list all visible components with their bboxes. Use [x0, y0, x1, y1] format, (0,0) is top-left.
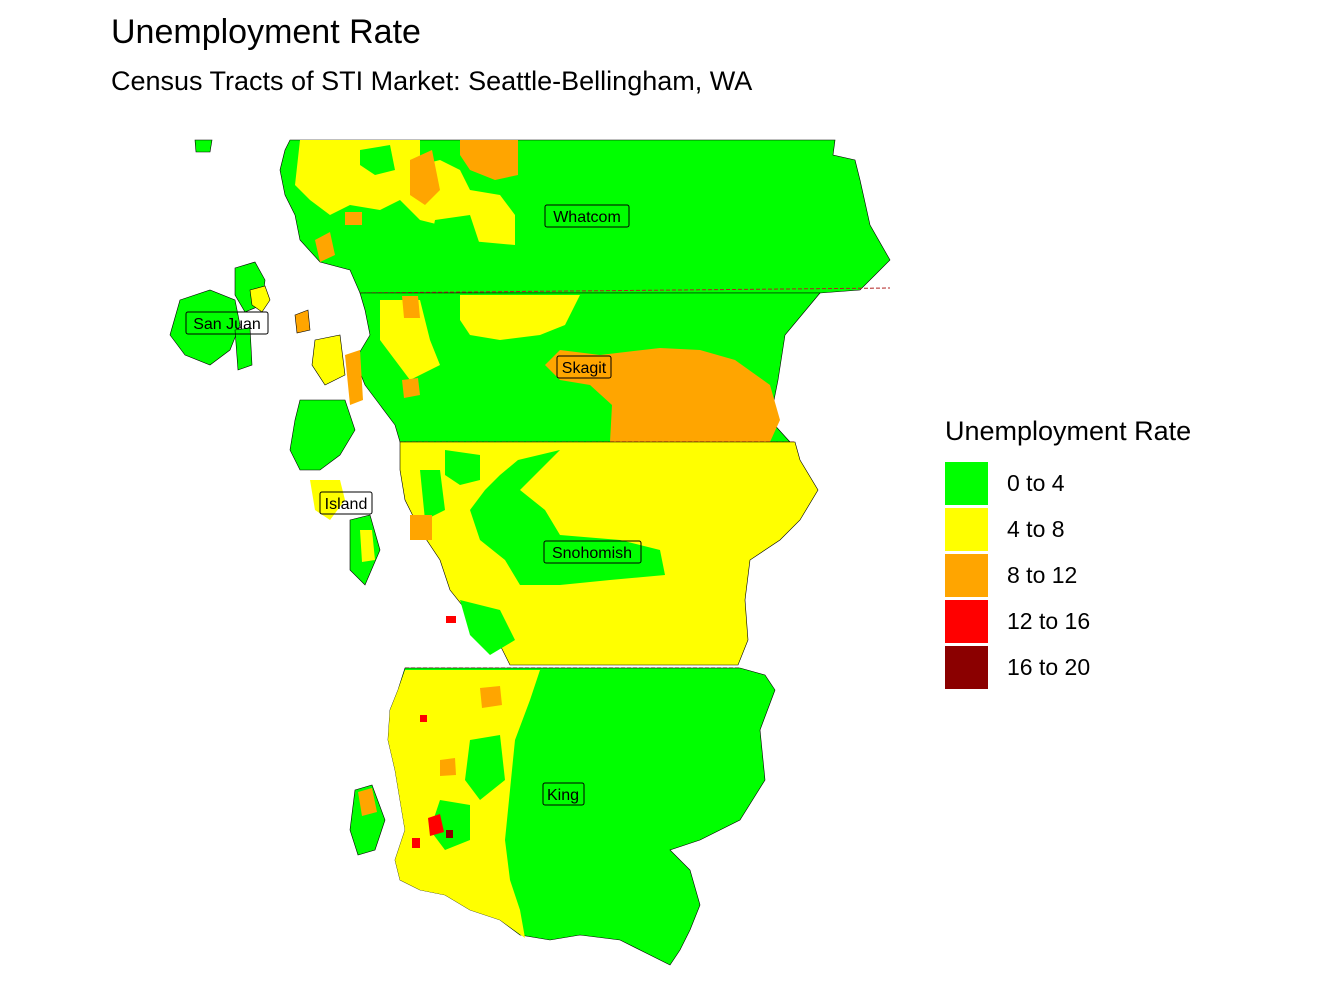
county-whatcom	[279, 139, 891, 294]
snohomish-tract-green-4	[460, 600, 515, 655]
legend: Unemployment Rate 0 to 4 4 to 8 8 to 12 …	[945, 414, 1191, 690]
chart-title: Unemployment Rate	[111, 13, 421, 51]
legend-title: Unemployment Rate	[945, 416, 1192, 446]
island-whidbey	[289, 399, 356, 471]
king-tract-red-4	[446, 616, 456, 623]
island-tract-orange	[345, 350, 363, 405]
island-tract-yellow-2	[360, 530, 375, 562]
king-tract-green-inner-1	[465, 735, 505, 800]
county-label-king: King	[542, 782, 585, 806]
skagit-tract-orange-3	[402, 378, 420, 398]
whatcom-tract-orange-3	[315, 232, 335, 262]
county-border-whatcom-skagit	[359, 287, 891, 294]
county-label-whatcom: Whatcom	[544, 204, 630, 228]
county-label-island: Island	[319, 491, 373, 515]
king-tract-orange-2	[440, 758, 456, 776]
king-tract-red-3	[420, 715, 427, 722]
snohomish-tract-green-1	[470, 450, 665, 585]
county-skagit	[354, 292, 821, 443]
king-tract-red-2	[412, 838, 420, 848]
snohomish-tract-green-2	[445, 450, 480, 485]
san-juan-island-3	[249, 285, 271, 313]
county-king	[387, 616, 776, 966]
legend-item: 8 to 12	[945, 552, 1191, 598]
county-san-juan	[169, 139, 311, 371]
legend-swatch-12-to-16	[945, 599, 988, 643]
san-juan-island-6	[294, 309, 311, 334]
legend-label: 16 to 20	[1007, 653, 1091, 680]
legend-label: 4 to 8	[1007, 515, 1065, 542]
svg-text:Whatcom: Whatcom	[553, 209, 621, 226]
whatcom-tract-green-3	[430, 215, 480, 255]
svg-text:Snohomish: Snohomish	[552, 545, 632, 562]
county-label-san-juan: San Juan	[185, 311, 269, 335]
legend-swatch-16-to-20	[945, 645, 988, 689]
skagit-tract-orange-2	[402, 296, 420, 318]
king-tract-darkred-1	[446, 830, 453, 838]
king-tract-orange-1	[480, 686, 502, 708]
whatcom-tract-orange-4	[345, 212, 362, 225]
legend-swatch-4-to-8	[945, 507, 988, 551]
skagit-tract-yellow-1	[460, 295, 580, 340]
legend-item: 16 to 20	[945, 644, 1191, 690]
san-juan-island-4	[194, 139, 213, 153]
island-tract-yellow	[310, 480, 345, 520]
svg-text:San Juan: San Juan	[193, 316, 261, 333]
island-tract-yellow-3	[311, 334, 346, 386]
whatcom-tract-orange-1	[460, 140, 518, 180]
chart-subtitle: Census Tracts of STI Market: Seattle-Bel…	[111, 66, 753, 96]
san-juan-island-1	[169, 289, 241, 366]
whatcom-tract-orange-2	[410, 150, 440, 205]
skagit-tract-yellow-2	[380, 300, 440, 380]
snohomish-tract-green-3	[420, 470, 445, 520]
svg-text:Island: Island	[325, 496, 368, 513]
san-juan-island-5	[234, 327, 253, 371]
island-vashon-orange	[358, 788, 377, 816]
svg-text:Skagit: Skagit	[562, 360, 607, 377]
whatcom-tract-green-2	[360, 145, 395, 175]
island-vashon	[349, 784, 386, 856]
king-tract-green-inner-2	[430, 800, 470, 850]
svg-text:King: King	[547, 787, 579, 804]
snohomish-tract-orange	[410, 515, 432, 540]
legend-item: 0 to 4	[945, 460, 1191, 506]
legend-item: 12 to 16	[945, 598, 1191, 644]
county-snohomish	[399, 441, 819, 666]
legend-swatch-0-to-4	[945, 461, 988, 505]
skagit-tract-orange-big	[545, 348, 780, 442]
county-island	[289, 334, 386, 856]
county-label-skagit: Skagit	[556, 355, 612, 379]
legend-label: 8 to 12	[1007, 561, 1078, 588]
county-label-snohomish: Snohomish	[543, 540, 642, 564]
legend-label: 12 to 16	[1007, 607, 1091, 634]
legend-swatch-8-to-12	[945, 553, 988, 597]
legend-label: 0 to 4	[1007, 469, 1065, 496]
legend-item: 4 to 8	[945, 506, 1191, 552]
king-tract-red-1	[428, 814, 444, 836]
